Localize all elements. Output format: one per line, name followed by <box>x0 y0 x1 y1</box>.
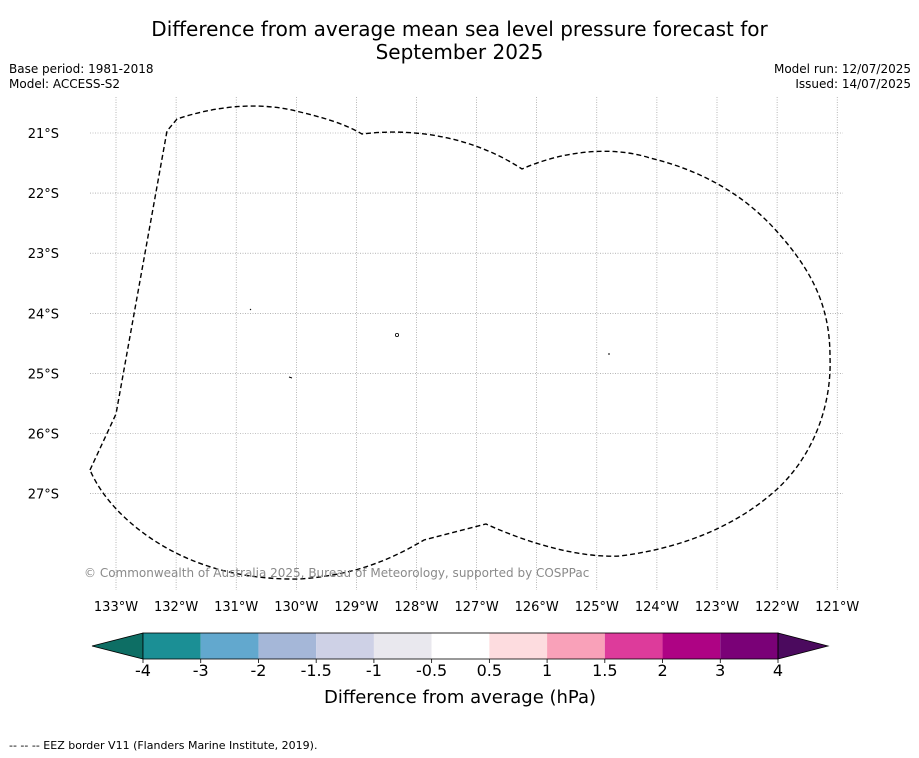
colorbar-segment <box>143 633 201 659</box>
colorbar-segment <box>373 633 432 659</box>
lat-tick-label: 23°S <box>28 247 59 262</box>
graticule <box>90 97 843 590</box>
colorbar-tick-label: 4 <box>773 661 783 680</box>
axis-tick-labels: 133°W 132°W 131°W 130°W 129°W 128°W 127°W 126°W… <box>28 127 860 615</box>
lat-tick-label: 21°S <box>28 127 59 142</box>
colorbar-tick-label: -1 <box>366 661 382 680</box>
colorbar-tick-label: -0.5 <box>416 661 447 680</box>
colorbar-tick-label: -2 <box>250 661 266 680</box>
colorbar-label: Difference from average (hPa) <box>324 687 596 708</box>
lon-tick-label: 124°W <box>635 600 679 615</box>
colorbar-segment <box>604 633 663 659</box>
colorbar-segment <box>431 633 490 659</box>
lat-tick-label: 24°S <box>28 307 59 322</box>
model-run-text: Model run: 12/07/2025 <box>773 62 911 76</box>
title-line-2: September 2025 <box>375 40 544 64</box>
colorbar <box>91 632 830 660</box>
colorbar-tick-label: 1.5 <box>592 661 617 680</box>
colorbar-segment <box>200 633 259 659</box>
colorbar-tick-label: -1.5 <box>301 661 332 680</box>
colorbar-tick-label: -4 <box>135 661 151 680</box>
lon-tick-label: 126°W <box>515 600 559 615</box>
colorbar-segment <box>316 633 374 659</box>
meta-left: Base period: 1981-2018 Model: ACCESS-S2 <box>9 62 154 92</box>
title-line-1: Difference from average mean sea level p… <box>151 17 768 41</box>
lon-tick-label: 129°W <box>334 600 378 615</box>
lat-tick-label: 27°S <box>28 488 59 503</box>
lon-tick-label: 122°W <box>755 600 799 615</box>
lon-tick-label: 127°W <box>455 600 499 615</box>
eez-border <box>89 105 831 580</box>
issued-text: Issued: 14/07/2025 <box>795 77 911 91</box>
lon-tick-label: 128°W <box>394 600 438 615</box>
island-markers <box>249 308 610 379</box>
lon-tick-label: 130°W <box>274 600 318 615</box>
colorbar-segment <box>489 633 548 659</box>
lon-tick-label: 125°W <box>575 600 619 615</box>
map-title: Difference from average mean sea level p… <box>0 18 919 64</box>
base-period-text: Base period: 1981-2018 <box>9 62 154 76</box>
lon-tick-label: 123°W <box>695 600 739 615</box>
colorbar-tick-label: 3 <box>715 661 725 680</box>
lat-tick-label: 22°S <box>28 187 59 202</box>
colorbar-segment <box>258 633 317 659</box>
colorbar-tick-label: 2 <box>657 661 667 680</box>
lat-tick-label: 25°S <box>28 367 59 382</box>
lon-tick-label: 131°W <box>214 600 258 615</box>
colorbar-over-arrow <box>777 632 830 660</box>
colorbar-segment <box>547 633 605 659</box>
colorbar-segment <box>720 633 778 659</box>
model-text: Model: ACCESS-S2 <box>9 77 121 91</box>
colorbar-segment <box>662 633 721 659</box>
meta-right: Model run: 12/07/2025 Issued: 14/07/2025 <box>774 62 911 92</box>
colorbar-under-arrow <box>91 632 144 660</box>
footer-legend: -- -- -- EEZ border V11 (Flanders Marine… <box>9 739 318 752</box>
colorbar-frame <box>142 632 779 660</box>
colorbar-ticks: -4 -3 -2 -1.5 -1 -0.5 0.5 1 1.5 2 3 4 <box>135 659 783 680</box>
lon-tick-label: 121°W <box>815 600 859 615</box>
lat-tick-label: 26°S <box>28 428 59 443</box>
lon-tick-label: 133°W <box>94 600 138 615</box>
colorbar-tick-label: 0.5 <box>477 661 502 680</box>
lon-tick-label: 132°W <box>154 600 198 615</box>
copyright-text: © Commonwealth of Australia 2025, Bureau… <box>84 566 589 580</box>
colorbar-tick-label: -3 <box>193 661 209 680</box>
colorbar-tick-label: 1 <box>542 661 552 680</box>
